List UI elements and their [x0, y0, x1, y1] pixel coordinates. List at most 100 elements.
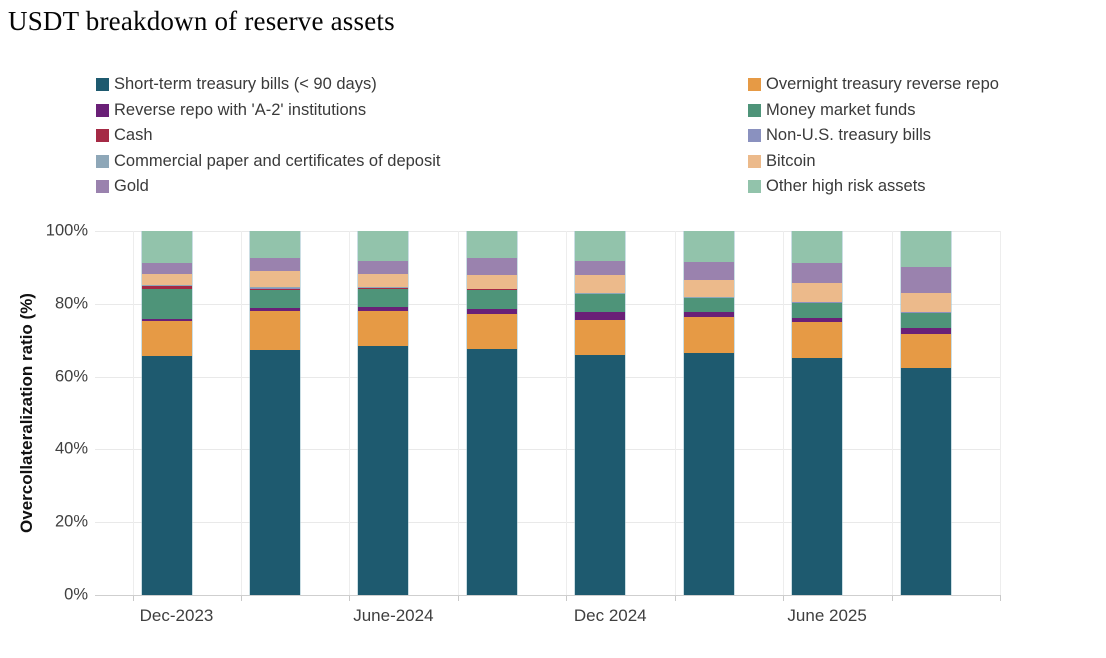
legend-column-left: Short-term treasury bills (< 90 days) Rev… [96, 72, 441, 200]
legend-item: Commercial paper and certificates of dep… [96, 149, 441, 175]
y-tick-label: 0% [64, 585, 88, 604]
gridline-vertical [674, 231, 676, 595]
stacked-bar [140, 231, 193, 595]
legend-column-right: Overnight treasury reverse repo Money mar… [748, 72, 999, 200]
bar-segment [466, 231, 517, 259]
bar-segment [900, 312, 951, 328]
x-axis-tick [783, 595, 785, 601]
bar-segment [900, 368, 951, 595]
bar-segment [683, 298, 734, 312]
chart-title: USDT breakdown of reserve assets [8, 6, 395, 36]
bar-segment [358, 288, 409, 308]
bar-segment [249, 231, 300, 258]
bar-segment [249, 350, 300, 595]
legend-swatch-icon [96, 103, 109, 117]
bar-segment [358, 231, 409, 261]
x-axis-tick [891, 595, 893, 601]
bar-segment [466, 308, 517, 314]
legend-label: Commercial paper and certificates of dep… [114, 151, 441, 170]
gridline-horizontal [95, 303, 1000, 305]
x-axis-tick [674, 595, 676, 601]
bar-segment [683, 353, 734, 595]
bar-segment [792, 358, 843, 595]
legend-label: Gold [114, 177, 149, 196]
bar-segment [141, 288, 192, 320]
legend-item: Short-term treasury bills (< 90 days) [96, 72, 441, 98]
bar-segment [900, 327, 951, 335]
legend-label: Other high risk assets [766, 177, 926, 196]
x-axis-tick [349, 595, 351, 601]
gridline-vertical [1000, 231, 1002, 595]
bar-segment [792, 322, 843, 359]
bar-segment [358, 273, 409, 288]
x-axis-tick [457, 595, 459, 601]
bar-segment [141, 319, 192, 322]
x-axis-tick [240, 595, 242, 601]
stacked-bar [248, 231, 301, 595]
bar-segment [358, 260, 409, 274]
bar-segment [249, 311, 300, 351]
gridline-vertical [349, 231, 351, 595]
stacked-bar [682, 231, 735, 595]
stacked-bar [465, 231, 518, 595]
y-tick-label: 80% [54, 294, 88, 313]
bar-segment [900, 267, 951, 294]
gridline-vertical [566, 231, 568, 595]
legend-swatch-icon [748, 180, 761, 194]
bar-segment [249, 308, 300, 312]
bar-segment [358, 311, 409, 347]
gridline-vertical [132, 231, 134, 595]
x-axis-line [95, 595, 1000, 596]
stacked-bar [899, 231, 952, 595]
x-tick-label: Dec-2023 [139, 606, 214, 625]
x-axis-tick [132, 595, 134, 601]
legend-item: Cash [96, 123, 441, 149]
y-tick-label: 60% [54, 367, 88, 386]
bar-segment [249, 270, 300, 288]
legend-label: Overnight treasury reverse repo [766, 75, 999, 94]
y-tick-label: 40% [54, 439, 88, 458]
bar-segment [249, 287, 300, 289]
gridline-vertical [783, 231, 785, 595]
legend-label: Cash [114, 126, 153, 145]
legend-label: Non-U.S. treasury bills [766, 126, 932, 145]
bar-segment [792, 303, 843, 319]
y-tick-label: 100% [45, 221, 88, 240]
legend-label: Money market funds [766, 100, 916, 119]
bar-segment [575, 275, 626, 294]
bar-segment [575, 294, 626, 312]
gridline-vertical [240, 231, 242, 595]
legend-swatch-icon [96, 129, 109, 143]
legend-label: Reverse repo with 'A-2' institutions [114, 100, 367, 119]
bar-segment [575, 311, 626, 320]
bar-segment [466, 349, 517, 595]
bar-segment [900, 231, 951, 268]
bar-segment [575, 354, 626, 595]
bar-segment [466, 258, 517, 275]
bar-segment [900, 293, 951, 312]
bar-segment [358, 346, 409, 595]
legend-swatch-icon [96, 78, 109, 92]
legend-swatch-icon [748, 78, 761, 92]
bar-segment [575, 319, 626, 355]
bar-segment [249, 288, 300, 290]
legend-swatch-icon [748, 103, 761, 117]
legend-item: Money market funds [748, 98, 999, 124]
legend-swatch-icon [748, 129, 761, 143]
bar-segment [249, 289, 300, 309]
legend-item: Bitcoin [748, 149, 999, 175]
bar-segment [792, 282, 843, 303]
gridline-horizontal [95, 449, 1000, 451]
bar-segment [575, 260, 626, 276]
bar-segment [683, 311, 734, 318]
bar-segment [792, 263, 843, 283]
bar-segment [683, 231, 734, 263]
legend-swatch-icon [748, 154, 761, 168]
bar-segment [792, 231, 843, 264]
legend-item: Overnight treasury reverse repo [748, 72, 999, 98]
legend-label: Bitcoin [766, 151, 816, 170]
x-axis-tick [1000, 595, 1002, 601]
bar-segment [683, 280, 734, 298]
legend-item: Reverse repo with 'A-2' institutions [96, 98, 441, 124]
